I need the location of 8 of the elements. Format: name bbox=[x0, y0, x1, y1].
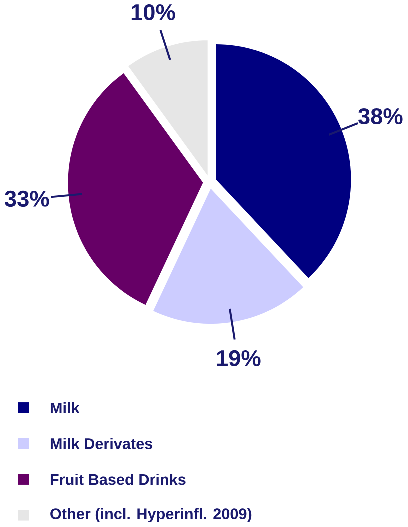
data-label: 19% bbox=[217, 350, 261, 366]
data-label: 38% bbox=[358, 108, 403, 125]
legend-label: Fruit Based Drinks bbox=[51, 474, 186, 486]
data-label: 33% bbox=[5, 190, 50, 208]
legend-label: Milk Derivates bbox=[51, 438, 153, 450]
legend-label: Other (incl. Hyperinfl. 2009) bbox=[50, 508, 252, 523]
legend-label: Milk bbox=[51, 402, 80, 414]
data-label: 10% bbox=[132, 4, 176, 21]
